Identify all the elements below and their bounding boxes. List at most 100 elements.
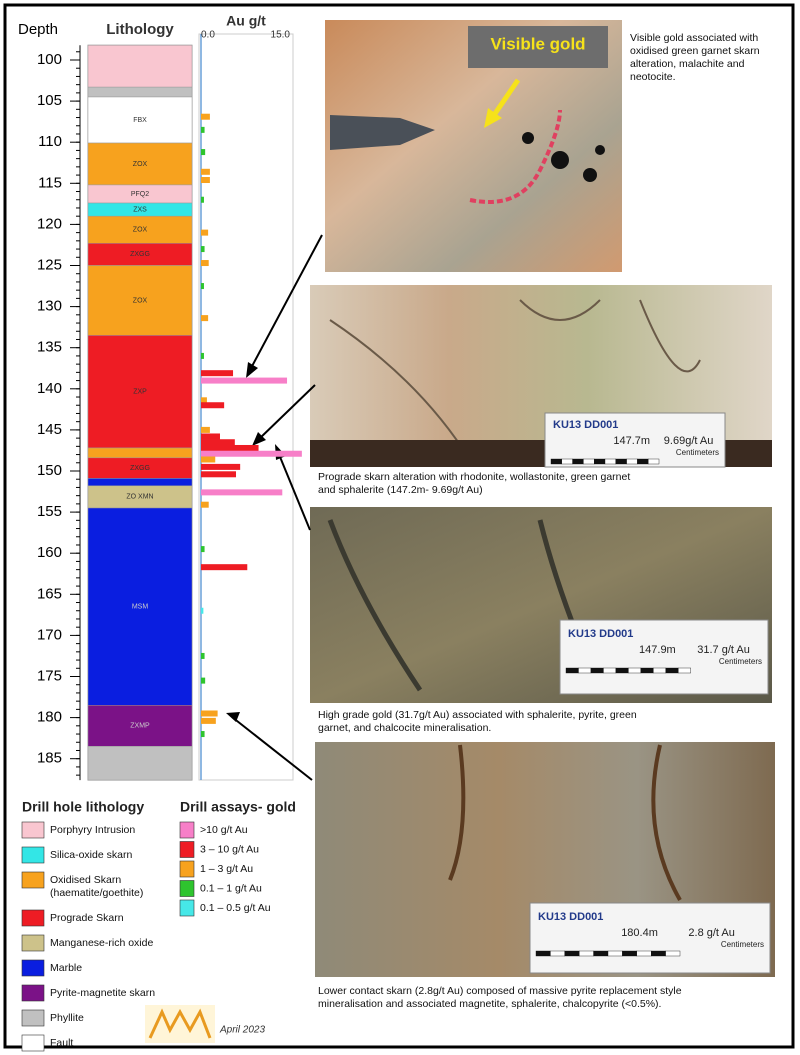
legend-label: Porphyry Intrusion [50,824,135,836]
legend-label: 1 – 3 g/t Au [200,863,253,875]
legend-swatch [21,1034,45,1052]
depth-tick-label: 145 [37,421,62,438]
depth-tick-label: 165 [37,585,62,602]
lithology-code: ZXMP [130,723,150,730]
lithology-interval [87,142,193,186]
scale-segment [603,667,617,674]
scale-segment [578,667,592,674]
assay-bar [201,229,209,236]
assay-bar [201,149,206,156]
lithology-interval [87,96,193,144]
depth-tick-label: 185 [37,750,62,767]
scale-segment [572,458,584,465]
depth-label: Depth [18,21,58,38]
legend-swatch [21,1009,45,1027]
legend-label: Pyrite-magnetite skarn [50,987,155,999]
tag-depth: 147.9m [639,644,676,656]
legend-label: 3 – 10 g/t Au [200,843,259,855]
legend-label: 0.1 – 1 g/t Au [200,882,262,894]
lithology-code: MSM [132,603,149,610]
legend-title: Drill hole lithology [22,799,144,815]
depth-tick-label: 125 [37,256,62,273]
assay-bar [201,196,204,203]
assay-bar [201,433,220,440]
scale-segment [590,667,604,674]
photo-2 [310,285,772,468]
depth-tick-label: 105 [37,92,62,109]
lithology-interval [87,478,193,487]
scale-segment [550,458,563,465]
scale-segment [561,458,573,465]
assay-bar [201,426,210,433]
depth-tick-label: 130 [37,298,62,315]
scale-segment [665,667,679,674]
assay-bar [201,113,210,120]
scale-segment [564,950,580,957]
depth-tick-label: 140 [37,380,62,397]
lithology-code: ZO XMN [126,494,153,501]
scale-segment [565,667,579,674]
lithology-code: ZXGG [130,251,150,258]
assay-bar [201,260,209,267]
scale-segment [622,950,638,957]
legend-swatch [179,899,195,917]
legend-swatch [21,909,45,927]
legend-swatch [21,984,45,1002]
assay-bar [201,126,205,133]
assay-bar [201,402,225,409]
photo-caption: Lower contact skarn (2.8g/t Au) composed… [318,985,682,1010]
tag-grade: 9.69g/t Au [664,435,714,447]
assay-bar [201,352,204,359]
lithology-interval [87,705,193,747]
assay-bar [201,710,218,717]
assay-bar [201,283,204,290]
depth-tick-label: 170 [37,626,62,643]
assay-tick-label: 0.0 [201,30,215,41]
tag-grade: 31.7 g/t Au [697,644,750,656]
scale-segment [550,950,566,957]
lithology-interval [87,265,193,336]
tag-grade: 2.8 g/t Au [688,927,734,939]
assay-bar [201,489,283,496]
date: April 2023 [219,1025,265,1036]
legend-swatch [179,821,195,839]
lithology-interval [87,44,193,88]
scale-segment [636,950,652,957]
tag-hole: KU13 DD001 [553,419,618,431]
scale-segment [640,667,654,674]
lithology-code: PFQ2 [131,191,149,198]
legend-label: Manganese-rich oxide [50,937,153,949]
assay-bar [201,471,237,478]
tag-depth: 147.7m [613,435,650,447]
photo-4 [315,742,775,977]
depth-tick-label: 135 [37,339,62,356]
scale-label: Centimeters [719,657,762,666]
lithology-interval [87,86,193,98]
legend-label: Fault [50,1037,73,1049]
assay-bar [201,717,216,724]
depth-tick-label: 160 [37,544,62,561]
scale-segment [637,458,649,465]
legend-swatch [21,934,45,952]
scale-segment [653,667,667,674]
photo-callout: Visible gold [490,34,585,53]
scale-segment [607,950,623,957]
lithology-interval [87,447,193,459]
depth-tick-label: 155 [37,503,62,520]
assay-bar [201,731,205,738]
scale-segment [615,667,629,674]
legend-title: Drill assays- gold [180,799,296,815]
scale-segment [583,458,595,465]
arrows [231,234,323,781]
legend-label: Prograde Skarn [50,912,124,924]
legend-swatch [21,821,45,839]
scale-segment [594,458,606,465]
tag-depth: 180.4m [621,927,658,939]
scale-segment [626,458,638,465]
assay-bar [201,463,241,470]
scale-segment [678,667,692,674]
depth-tick-label: 115 [38,174,62,191]
legend-label: >10 g/t Au [200,824,248,836]
lithology-code: ZXGG [130,465,150,472]
